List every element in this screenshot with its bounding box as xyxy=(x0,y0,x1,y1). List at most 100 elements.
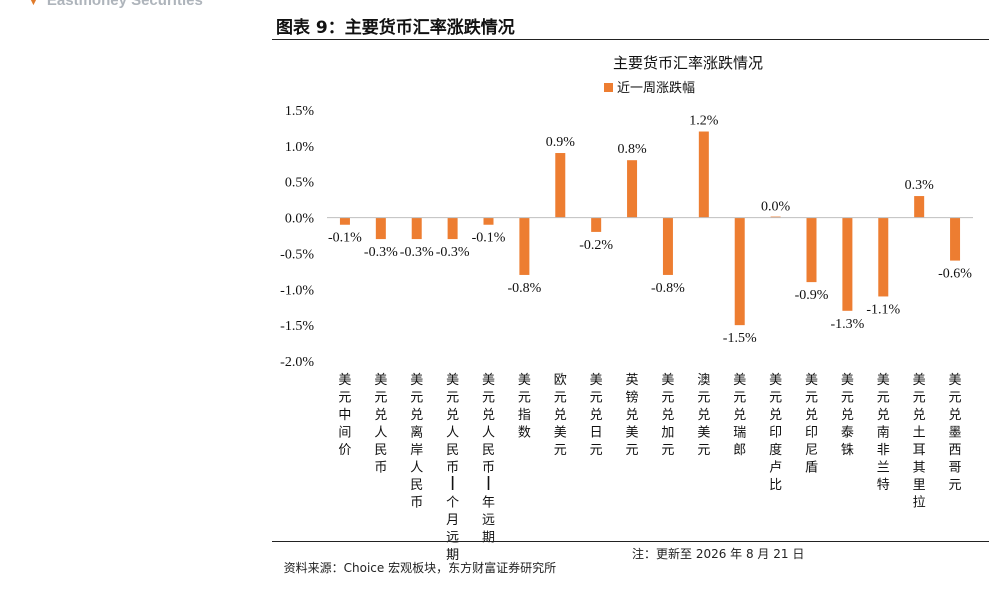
category-glyph: 兑 xyxy=(805,408,818,423)
category-glyph: 日 xyxy=(590,426,603,441)
category-glyph: 拉 xyxy=(913,496,926,511)
footer: 资料来源：Choice 宏观板块，东方财富证券研究所 注：更新至 2026 年 … xyxy=(276,545,805,590)
figure-title: 图表 9：主要货币汇率涨跌情况 xyxy=(276,18,515,38)
category-glyph: 元 xyxy=(518,391,531,406)
data-label: 0.3% xyxy=(905,178,935,193)
category-glyph: 兑 xyxy=(554,408,567,423)
category-glyph: 欧 xyxy=(554,373,567,388)
category-glyph: 指 xyxy=(518,408,531,423)
data-label: 0.8% xyxy=(617,142,647,157)
data-label: 0.9% xyxy=(546,135,576,150)
category-glyph: 年 xyxy=(482,496,495,511)
category-glyph: 美 xyxy=(805,373,818,388)
bar xyxy=(698,131,709,218)
data-label: -0.2% xyxy=(579,238,613,253)
title-divider xyxy=(272,39,989,40)
bar xyxy=(806,217,817,283)
category-glyph: 印 xyxy=(769,426,782,441)
y-tick-label: -1.5% xyxy=(280,319,314,334)
category-glyph: 美 xyxy=(518,373,531,388)
category-glyph: 兑 xyxy=(697,408,710,423)
category-glyph: 元 xyxy=(805,391,818,406)
category-glyph: 美 xyxy=(769,373,782,388)
category-glyph: 元 xyxy=(554,391,567,406)
category-glyph: 铢 xyxy=(841,442,854,458)
category-glyph: 元 xyxy=(482,391,495,406)
bar xyxy=(411,217,422,240)
category-glyph: 人 xyxy=(482,426,495,441)
bar xyxy=(339,217,350,225)
category-glyph: 美 xyxy=(697,426,710,441)
category-glyph: 元 xyxy=(554,443,567,458)
category-glyph: 人 xyxy=(410,461,423,476)
category-glyph: 澳 xyxy=(697,372,710,388)
brand-header: ▼ Eastmoney Securities xyxy=(28,0,203,9)
category-glyph: 元 xyxy=(590,391,603,406)
data-label: 0.0% xyxy=(761,200,791,215)
category-glyph: 瑞 xyxy=(733,426,746,441)
category-glyph: 美 xyxy=(482,373,495,388)
category-glyph: 民 xyxy=(482,443,495,458)
category-glyph: 美 xyxy=(949,373,962,388)
bar xyxy=(627,160,638,218)
category-glyph: 兑 xyxy=(626,408,639,423)
category-glyph: 民 xyxy=(374,443,387,458)
bar xyxy=(591,217,602,232)
category-glyph: 镑 xyxy=(626,390,639,406)
category-glyph: 兑 xyxy=(877,408,890,423)
category-glyph: 美 xyxy=(374,373,387,388)
category-glyph: 间 xyxy=(338,426,351,441)
category-glyph: 元 xyxy=(661,443,674,458)
data-label: -0.3% xyxy=(364,245,398,260)
category-glyph: 兑 xyxy=(769,408,782,423)
category-glyph: 人 xyxy=(374,426,387,441)
bar xyxy=(878,217,889,297)
category-glyph: 民 xyxy=(446,443,459,458)
bar xyxy=(950,217,961,261)
data-label: -0.1% xyxy=(328,231,362,246)
data-label: -1.3% xyxy=(830,317,864,332)
category-glyph: 其 xyxy=(913,461,926,476)
category-glyph: 中 xyxy=(338,408,351,423)
category-glyph: 元 xyxy=(769,391,782,406)
category-glyph: 兑 xyxy=(661,408,674,423)
bar xyxy=(842,217,853,311)
bar xyxy=(483,217,494,225)
category-glyph: 期 xyxy=(482,531,495,546)
category-glyph: 美 xyxy=(913,373,926,388)
category-glyph: 南 xyxy=(877,425,890,441)
category-glyph: 数 xyxy=(518,426,531,441)
bar xyxy=(662,217,673,275)
category-glyph: 币 xyxy=(482,461,495,476)
caret-down-icon: ▼ xyxy=(28,0,39,8)
category-glyph: 期 xyxy=(446,548,459,563)
category-glyph: 元 xyxy=(338,391,351,406)
category-glyph: 元 xyxy=(913,391,926,406)
category-glyph: 美 xyxy=(590,373,603,388)
category-labels: 美元中间价美元兑人民币美元兑离岸人民币美元兑人民币个月远期美元兑人民币年远期美元… xyxy=(338,372,961,563)
category-glyph: 印 xyxy=(805,426,818,441)
y-tick-label: 1.0% xyxy=(285,140,315,155)
data-label: 1.2% xyxy=(689,114,719,129)
category-glyph: 人 xyxy=(446,426,459,441)
bar xyxy=(375,217,386,240)
category-glyph: 盾 xyxy=(805,461,818,476)
category-glyph: 西 xyxy=(949,443,962,458)
category-glyph: 墨 xyxy=(949,426,962,441)
chart-title: 主要货币汇率涨跌情况 xyxy=(613,54,763,72)
category-glyph: 耳 xyxy=(913,443,926,458)
brand-name: Eastmoney Securities xyxy=(46,0,203,9)
category-glyph: 币 xyxy=(410,496,423,511)
y-axis: 1.5% 1.0% 0.5% 0.0% -0.5% -1.0% -1.5% -2.0% xyxy=(280,104,314,370)
data-label: -1.5% xyxy=(723,331,757,346)
